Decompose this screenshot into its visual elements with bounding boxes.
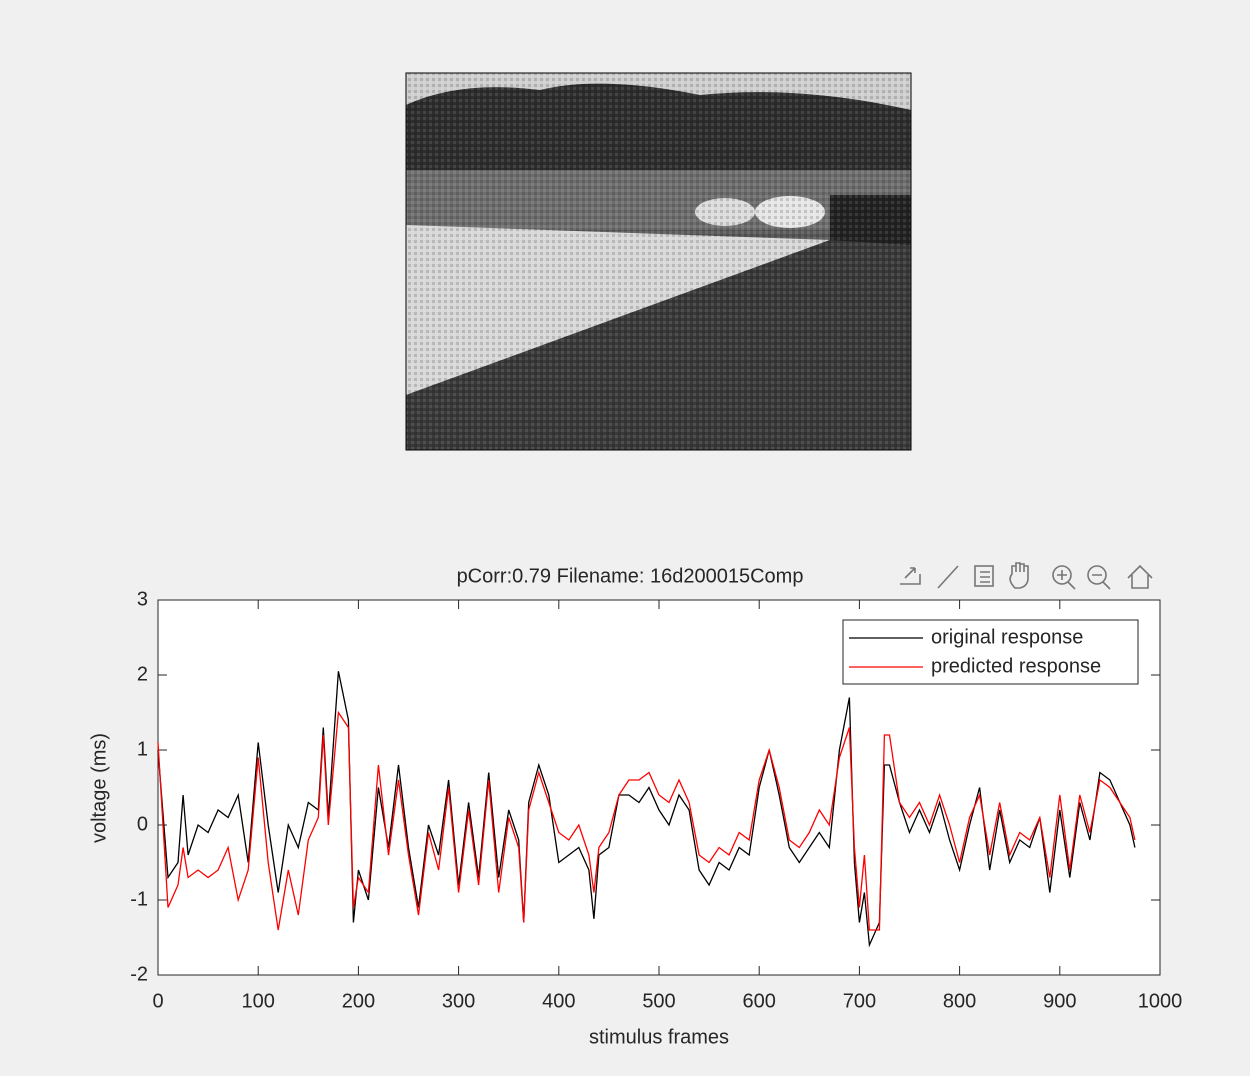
y-tick-label: 3	[137, 588, 148, 610]
x-tick-label: 100	[242, 990, 275, 1012]
x-tick-label: 800	[943, 990, 976, 1012]
y-tick-label: -1	[130, 888, 148, 910]
stimulus-image	[405, 72, 912, 451]
legend-box	[842, 619, 1139, 685]
x-tick-label: 200	[342, 990, 375, 1012]
series-line	[157, 710, 1136, 931]
x-tick-label: 0	[152, 990, 163, 1012]
x-tick-label: 600	[743, 990, 776, 1012]
y-tick-label: 0	[137, 813, 148, 835]
axes-toolbar[interactable]	[893, 562, 1163, 592]
chart-title: pCorr:0.79 Filename: 16d200015Comp	[457, 565, 804, 587]
y-axis-label: voltage (ms)	[88, 733, 110, 843]
x-tick-label: 700	[843, 990, 876, 1012]
legend-label: predicted response	[931, 655, 1101, 677]
x-tick-label: 400	[542, 990, 575, 1012]
x-tick-label: 500	[642, 990, 675, 1012]
y-tick-label: 1	[137, 738, 148, 760]
x-tick-label: 900	[1043, 990, 1076, 1012]
y-tick-label: -2	[130, 963, 148, 985]
x-tick-label: 300	[442, 990, 475, 1012]
legend-label: original response	[931, 626, 1083, 648]
x-axis-label: stimulus frames	[589, 1026, 729, 1048]
y-tick-label: 2	[137, 663, 148, 685]
x-tick-label: 1000	[1138, 990, 1183, 1012]
